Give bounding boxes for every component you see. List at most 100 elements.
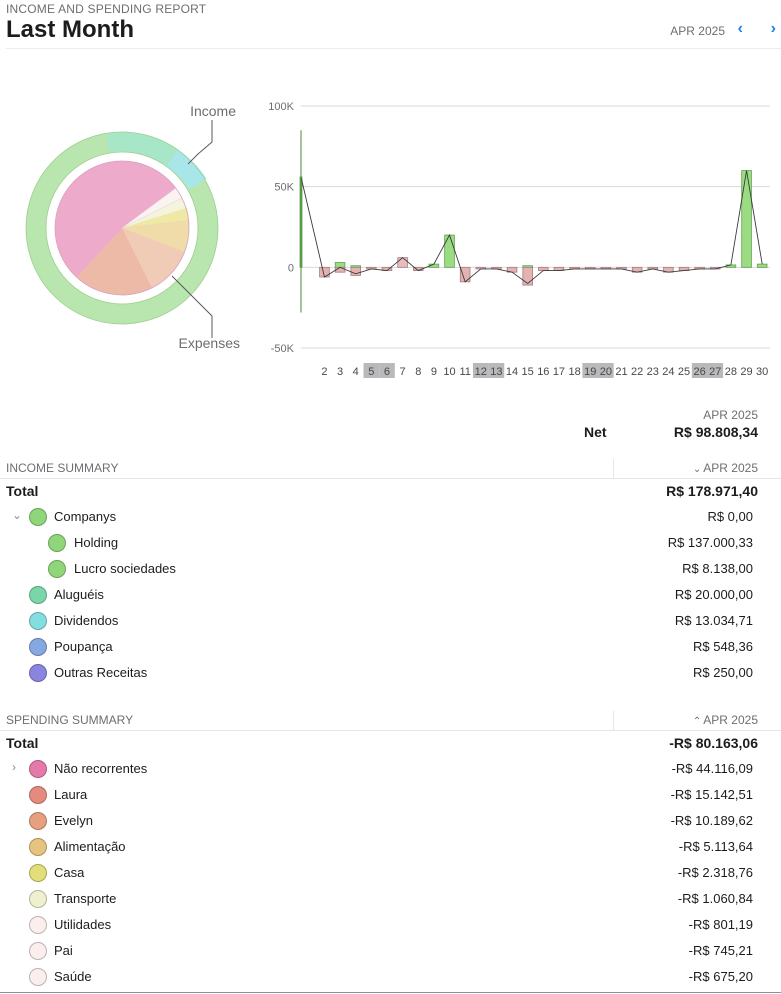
category-color-dot [29, 812, 47, 830]
income-summary-title: INCOME SUMMARY [6, 461, 119, 475]
x-tick-label: 28 [725, 366, 737, 378]
net-period: APR 2025 [703, 408, 758, 422]
income-total-row: Total R$ 178.971,40 [0, 479, 781, 504]
category-name: Holding [74, 535, 119, 550]
bottom-divider [0, 992, 781, 993]
category-amount: -R$ 15.142,51 [670, 787, 753, 802]
spending-category-row[interactable]: › Não recorrentes -R$ 44.116,09 [0, 756, 781, 782]
category-color-dot [48, 560, 66, 578]
category-amount: -R$ 745,21 [688, 943, 753, 958]
chevron-right-icon[interactable]: › [12, 760, 16, 774]
chevron-down-icon: ⌄ [692, 464, 702, 475]
spending-bar [397, 257, 408, 268]
category-amount: -R$ 675,20 [688, 969, 753, 984]
weekend-highlight [363, 363, 380, 378]
expense-pie-casa[interactable] [122, 208, 189, 228]
chevron-left-icon[interactable]: ‹ [737, 20, 743, 37]
period-label: APR 2025 [670, 24, 725, 38]
category-amount: R$ 13.034,71 [674, 613, 753, 628]
category-color-dot [29, 786, 47, 804]
category-amount: R$ 548,36 [693, 639, 753, 654]
income-ring-rentals[interactable] [106, 131, 178, 167]
category-amount: -R$ 1.060,84 [677, 891, 753, 906]
category-name: Outras Receitas [54, 665, 148, 680]
spending-category-row[interactable]: Transporte -R$ 1.060,84 [0, 886, 781, 912]
spending-category-row[interactable]: Utilidades -R$ 801,19 [0, 912, 781, 938]
x-tick-label: 16 [537, 366, 549, 378]
x-tick-label: 17 [553, 366, 565, 378]
x-tick-label: 20 [600, 366, 612, 378]
spending-period-label: APR 2025 [703, 713, 758, 727]
x-tick-label: 9 [431, 366, 437, 378]
x-tick-label: 24 [662, 366, 674, 378]
net-value: R$ 98.808,34 [673, 424, 758, 440]
x-tick-label: 26 [694, 366, 706, 378]
category-amount: -R$ 2.318,76 [677, 865, 753, 880]
income-expense-donut[interactable]: Income Expenses [0, 80, 260, 370]
chevron-right-icon[interactable]: › [770, 20, 776, 37]
x-tick-label: 27 [709, 366, 721, 378]
income-category-row[interactable]: Aluguéis R$ 20.000,00 [0, 582, 781, 608]
expense-pie-evelyn[interactable] [122, 228, 184, 288]
category-amount: R$ 20.000,00 [674, 587, 753, 602]
category-color-dot [29, 864, 47, 882]
income-category-row[interactable]: Outras Receitas R$ 250,00 [0, 660, 781, 686]
report-label: INCOME AND SPENDING REPORT [6, 2, 207, 16]
spending-category-row[interactable]: Casa -R$ 2.318,76 [0, 860, 781, 886]
category-color-dot [29, 890, 47, 908]
donut-expenses-label: Expenses [179, 335, 240, 351]
category-name: Laura [54, 787, 88, 802]
x-tick-label: 3 [337, 366, 343, 378]
expense-pie-transporte[interactable] [122, 198, 187, 228]
income-ring-dividends[interactable] [166, 149, 207, 190]
y-tick-label: -50K [271, 343, 295, 355]
x-tick-label: 23 [647, 366, 659, 378]
income-category-row[interactable]: Dividendos R$ 13.034,71 [0, 608, 781, 634]
x-tick-label: 13 [490, 366, 502, 378]
category-color-dot [29, 838, 47, 856]
spending-summary-title: SPENDING SUMMARY [6, 713, 134, 727]
spending-category-row[interactable]: Pai -R$ 745,21 [0, 938, 781, 964]
category-name: Alimentação [54, 839, 126, 854]
income-total-value: R$ 178.971,40 [666, 483, 758, 499]
income-period-sort[interactable]: ⌄ APR 2025 [693, 461, 758, 475]
expense-pie-alimentacao[interactable] [122, 220, 190, 252]
x-tick-label: 22 [631, 366, 643, 378]
x-tick-label: 25 [678, 366, 690, 378]
spending-summary: SPENDING SUMMARY ⌃ APR 2025 Total -R$ 80.… [0, 711, 781, 990]
spending-category-row[interactable]: Evelyn -R$ 10.189,62 [0, 808, 781, 834]
spending-period-sort[interactable]: ⌃ APR 2025 [693, 713, 758, 727]
weekend-highlight [379, 363, 395, 378]
category-name: Casa [54, 865, 85, 880]
donut-income-label: Income [190, 103, 236, 119]
category-amount: R$ 137.000,33 [667, 535, 753, 550]
y-tick-label: 0 [288, 262, 294, 274]
expense-pie-laura[interactable] [77, 228, 152, 295]
net-label: Net [584, 424, 607, 440]
x-tick-label: 12 [475, 366, 487, 378]
chevron-down-icon[interactable]: ⌄ [12, 508, 23, 522]
income-category-row[interactable]: Holding R$ 137.000,33 [0, 530, 781, 556]
net-line [300, 170, 763, 285]
spending-category-row[interactable]: Alimentação -R$ 5.113,64 [0, 834, 781, 860]
x-tick-label: 15 [522, 366, 534, 378]
weekend-highlight [472, 363, 489, 378]
category-name: Transporte [54, 891, 117, 906]
income-category-row[interactable]: Poupança R$ 548,36 [0, 634, 781, 660]
x-tick-label: 18 [568, 366, 580, 378]
category-name: Utilidades [54, 917, 112, 932]
category-color-dot [29, 612, 47, 630]
income-category-row[interactable]: Lucro sociedades R$ 8.138,00 [0, 556, 781, 582]
category-name: Evelyn [54, 813, 94, 828]
x-tick-label: 11 [459, 366, 470, 378]
income-category-row[interactable]: ⌄ Companys R$ 0,00 [0, 504, 781, 530]
spending-category-row[interactable]: Laura -R$ 15.142,51 [0, 782, 781, 808]
x-tick-label: 7 [400, 366, 406, 378]
category-color-dot [29, 916, 47, 934]
income-summary-header: INCOME SUMMARY ⌄ APR 2025 [0, 459, 781, 479]
spending-category-row[interactable]: Saúde -R$ 675,20 [0, 964, 781, 990]
income-bar [756, 263, 768, 268]
income-bar [741, 170, 752, 268]
x-tick-label: 21 [615, 366, 627, 378]
